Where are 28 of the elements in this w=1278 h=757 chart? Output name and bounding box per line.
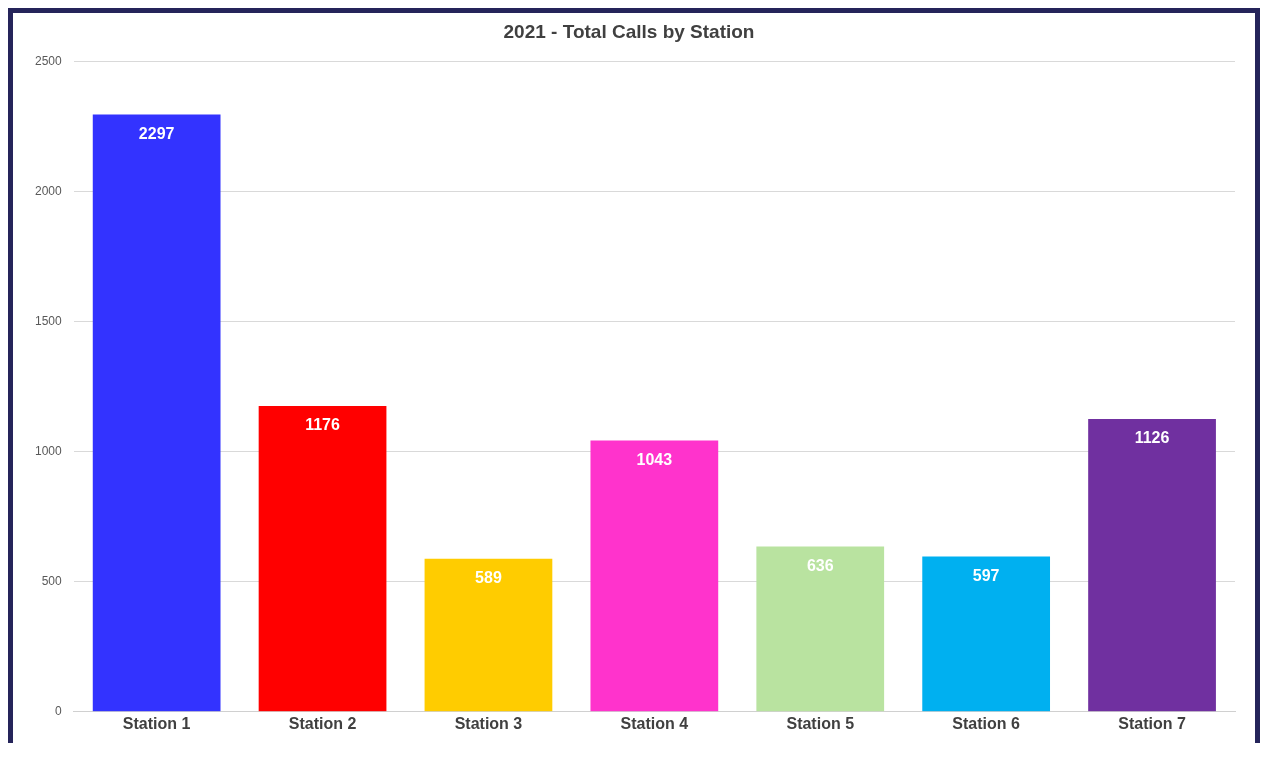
data-label: 2297	[138, 124, 175, 142]
data-label: 589	[475, 569, 502, 587]
data-label: 1043	[636, 451, 673, 469]
bar	[258, 406, 387, 712]
y-tick-label: 500	[41, 574, 63, 589]
data-label: 597	[972, 566, 1000, 584]
x-tick-label: Station 2	[288, 714, 357, 732]
x-tick-label: Station 6	[952, 714, 1021, 732]
x-tick-label: Station 7	[1118, 714, 1186, 732]
y-tick-label: 1000	[34, 444, 63, 459]
chart-title: 2021 - Total Calls by Station	[503, 20, 755, 42]
x-tick-label: Station 3	[454, 714, 523, 732]
data-label: 1126	[1134, 429, 1170, 447]
bar	[424, 558, 553, 712]
y-tick-label: 2500	[34, 54, 63, 69]
x-tick-label: Station 4	[620, 714, 689, 732]
bar	[92, 114, 221, 712]
bar	[756, 546, 885, 712]
data-label: 636	[806, 556, 834, 574]
x-tick-label: Station 5	[786, 714, 855, 732]
y-tick-label: 1500	[34, 314, 63, 329]
bar	[922, 556, 1051, 712]
y-tick-label: 2000	[34, 184, 63, 199]
x-tick-label: Station 1	[122, 714, 191, 732]
data-label: 1176	[305, 416, 340, 434]
bar	[590, 440, 719, 712]
bar	[1088, 419, 1216, 712]
y-tick-label: 0	[55, 704, 63, 719]
